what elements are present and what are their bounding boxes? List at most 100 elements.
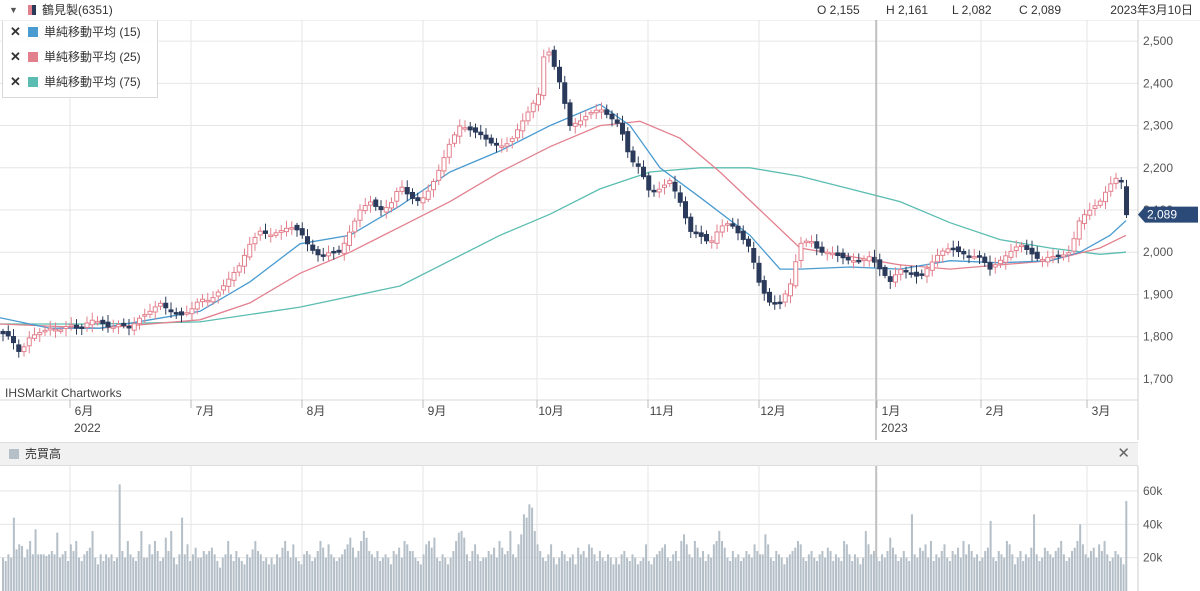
volume-bar	[862, 557, 865, 591]
remove-ma75-icon[interactable]: ✕	[10, 74, 21, 89]
candle-body	[289, 227, 295, 230]
legend-label-ma75[interactable]: 単純移動平均 (75)	[44, 75, 141, 89]
candle-body	[578, 120, 583, 126]
candle	[1124, 179, 1129, 219]
volume-bar	[1046, 551, 1049, 591]
candle	[830, 246, 835, 259]
volume-bar	[115, 557, 118, 591]
volume-bar	[750, 557, 753, 591]
volume-bar	[417, 561, 420, 591]
volume-bar	[411, 551, 414, 591]
volume-bar	[170, 531, 173, 591]
remove-ma15-icon[interactable]: ✕	[10, 24, 21, 39]
candle	[1071, 231, 1077, 255]
candle-body	[399, 186, 405, 192]
volume-bar	[832, 561, 835, 591]
volume-bar	[1098, 544, 1101, 591]
volume-bar	[186, 544, 189, 591]
candle-body	[184, 312, 190, 315]
volume-bar	[900, 557, 903, 591]
volume-chart[interactable]: 20k 40k 60k	[0, 466, 1200, 591]
candle-body	[483, 134, 489, 140]
volume-bar	[913, 554, 916, 591]
candle	[677, 185, 683, 207]
volume-bar	[286, 551, 289, 591]
month-tick-label: 2月	[986, 404, 1005, 418]
volume-bar	[617, 564, 620, 591]
candle	[79, 324, 85, 336]
candle-body	[404, 187, 410, 195]
volume-bar	[37, 554, 40, 591]
volume-bar	[219, 567, 222, 591]
candle	[646, 172, 652, 198]
volume-bar	[1114, 551, 1117, 591]
volume-bar	[615, 557, 618, 591]
candle-body	[352, 220, 358, 233]
volume-bar	[446, 564, 449, 591]
volume-bar	[1068, 557, 1071, 591]
candle	[457, 119, 463, 144]
candle	[399, 180, 405, 195]
candle	[116, 320, 121, 335]
volume-bar	[175, 564, 178, 591]
price-chart[interactable]: 1,7001,8001,9002,0002,1002,2002,3002,400…	[0, 20, 1200, 440]
legend-label-ma25[interactable]: 単純移動平均 (25)	[44, 50, 141, 64]
volume-bar	[29, 541, 32, 591]
candle-body	[205, 299, 211, 303]
volume-bar	[121, 551, 124, 591]
candle-body	[284, 227, 289, 233]
volume-bar	[360, 541, 363, 591]
candle	[431, 178, 436, 198]
volume-panel-header: 売買高 ✕	[0, 442, 1138, 466]
candle-body	[1097, 200, 1103, 206]
candlestick-series	[0, 45, 1129, 358]
candle-body	[893, 274, 898, 283]
candle	[21, 343, 27, 357]
candle-body	[856, 259, 862, 263]
candle	[499, 138, 505, 153]
volume-bar	[921, 551, 924, 591]
volume-bar	[232, 561, 235, 591]
candle-body	[940, 250, 946, 256]
volume-bar	[438, 561, 441, 591]
candle-body	[1076, 220, 1082, 240]
candle	[903, 266, 909, 279]
candle-body	[473, 127, 478, 133]
candle	[719, 219, 725, 238]
volume-bar	[905, 557, 908, 591]
candle-body	[782, 293, 788, 303]
candle	[730, 217, 736, 229]
volume-bar	[531, 507, 534, 591]
candle-body	[814, 241, 820, 249]
candle-body	[735, 225, 741, 234]
symbol-name[interactable]: 鶴見製(6351)	[42, 3, 113, 17]
candle-body	[646, 175, 652, 191]
legend-label-ma15[interactable]: 単純移動平均 (15)	[44, 25, 141, 39]
volume-bar	[688, 554, 691, 591]
candle-body	[305, 236, 310, 245]
volume-bar	[503, 554, 506, 591]
volume-bar	[69, 544, 72, 591]
candle-body	[131, 323, 137, 331]
candle	[273, 229, 279, 239]
collapse-caret-icon[interactable]: ▼	[9, 5, 18, 15]
candle-body	[273, 232, 279, 236]
candle	[515, 123, 520, 142]
volume-bar	[278, 557, 281, 591]
candle	[567, 99, 573, 131]
candle-body	[247, 243, 253, 258]
candle	[168, 302, 174, 318]
volume-bar	[80, 561, 83, 591]
volume-bar	[205, 554, 208, 591]
volume-bar	[379, 561, 382, 591]
volume-bar	[243, 564, 246, 591]
candle	[436, 164, 442, 186]
candle	[473, 123, 478, 139]
candle-body	[698, 232, 704, 237]
volume-bar	[457, 532, 460, 591]
close-volume-panel-icon[interactable]: ✕	[1117, 445, 1130, 462]
remove-ma25-icon[interactable]: ✕	[10, 49, 21, 64]
volume-bar	[916, 557, 919, 591]
candle-body	[950, 247, 956, 251]
volume-bar	[23, 557, 26, 591]
